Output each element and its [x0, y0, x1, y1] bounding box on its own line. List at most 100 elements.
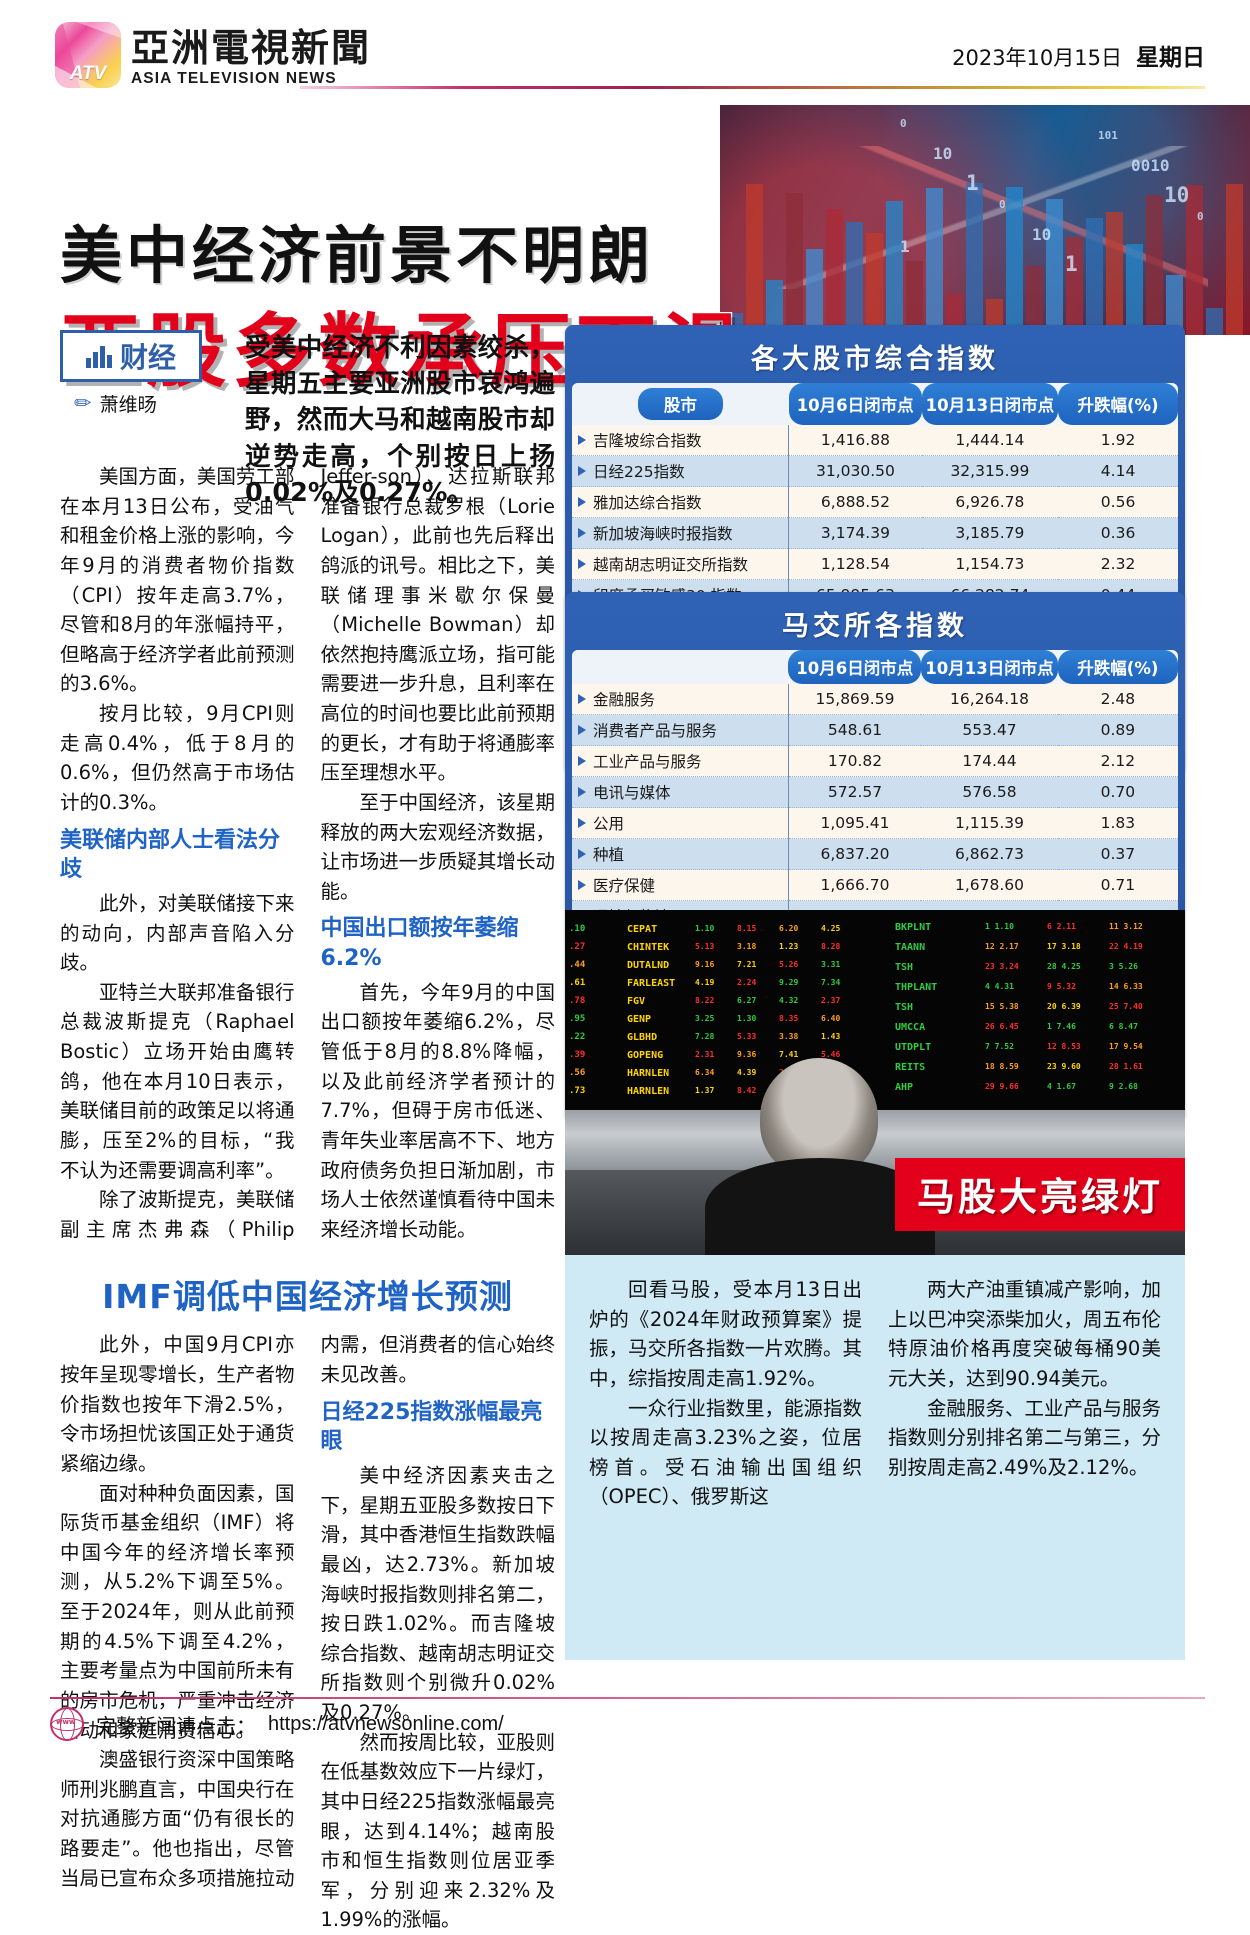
hero-bar	[886, 201, 903, 335]
bullet-arrow-icon	[578, 756, 586, 766]
section-heading-imf: IMF调低中国经济增长预测	[102, 1277, 513, 1317]
ticker-value: 17 9.54	[1109, 1042, 1143, 1051]
ticker-value: 26 6.45	[985, 1022, 1019, 1031]
ticker-value: 7.34	[821, 978, 841, 987]
ticker-value: .73	[569, 1086, 586, 1096]
ticker-value: 8.15	[737, 924, 757, 933]
row-value: 6,888.52	[788, 486, 922, 518]
row-value: 548.61	[787, 714, 922, 746]
footer-divider	[50, 1697, 1205, 1699]
article-paragraph: 按月比较，9月CPI则走高0.4%，低于8月的0.6%，但仍然高于市场估计的0.…	[60, 702, 295, 814]
ticker-value: 12 2.17	[985, 942, 1019, 951]
ticker-symbol: REITS	[895, 1062, 926, 1073]
ticker-symbol: UTDPLT	[895, 1042, 932, 1053]
ticker-value: 29 9.66	[985, 1082, 1019, 1091]
byline: ✏ 萧维旸	[60, 390, 555, 417]
masthead-divider	[300, 86, 1205, 89]
ticker-value: 6.40	[821, 1014, 841, 1023]
ticker-value: 1 7.46	[1047, 1022, 1076, 1031]
row-change-pct: 0.56	[1058, 486, 1178, 518]
row-change-pct: 2.48	[1057, 684, 1178, 715]
hero-bar	[746, 184, 763, 335]
ticker-value: 2.37	[821, 996, 841, 1005]
hero-background-image: 0 10 1 0 10 1 101 0010 10 0 1	[720, 105, 1250, 335]
article-lede: 受美中经济不利因素绞杀，星期五主要亚洲股市哀鸿遍野，然而大马和越南股市却逆势走高…	[245, 333, 555, 508]
ticker-value: 5.26	[779, 960, 799, 969]
date-text: 2023年10月15日	[952, 46, 1122, 70]
row-value: 1,444.14	[921, 425, 1059, 456]
category-badge[interactable]: 财经	[60, 330, 202, 382]
table-col-header: 升跌幅(%)	[1058, 383, 1178, 425]
ticker-value: 4.39	[737, 1068, 757, 1077]
article-paragraph: 美中经济因素夹击之下，星期五亚股多数按日下滑，其中香港恒生指数跌幅最凶，达2.7…	[320, 1464, 556, 1724]
article-subheading: 日经225指数涨幅最亮眼	[320, 1399, 543, 1455]
row-value: 6,926.78	[921, 486, 1059, 518]
hero-bar	[866, 232, 883, 335]
row-label: 雅加达综合指数	[572, 486, 789, 518]
ticker-value: 6.34	[695, 1068, 715, 1077]
row-label: 公用	[572, 807, 789, 839]
table-row: 种植 6,837.20 6,862.73 0.37	[572, 838, 1178, 870]
row-change-pct: 0.37	[1057, 838, 1178, 870]
ticker-value: 1 1.10	[985, 922, 1014, 931]
table-row: 金融服务 15,869.59 16,264.18 2.48	[572, 684, 1178, 715]
article-left-column: 财经 ✏ 萧维旸 受美中经济不利因素绞杀，星期五主要亚洲股市哀鸿遍野，然而大马和…	[60, 330, 555, 1935]
table-col-header: 10月6日闭市点	[788, 650, 922, 684]
ticker-value: 18 8.59	[985, 1062, 1019, 1071]
atv-logo-mark: ATV	[55, 22, 121, 88]
bullet-arrow-icon	[578, 559, 586, 569]
row-label: 种植	[572, 838, 789, 870]
row-value: 576.58	[921, 776, 1058, 808]
ticker-value: 1.30	[737, 1014, 757, 1023]
hero-bar	[946, 293, 963, 335]
pen-icon: ✏	[74, 392, 92, 415]
article-paragraph: 至于中国经济，该星期释放的两大宏观经济数据，让市场进一步质疑其增长动能。	[320, 790, 556, 903]
ticker-symbol: BKPLNT	[895, 922, 932, 933]
row-label: 日经225指数	[572, 455, 789, 487]
article-paragraph: 首先，今年9月的中国出口额按年萎缩6.2%，尽管低于8月的8.8%降幅，以及此前…	[320, 980, 556, 1241]
ticker-value: 14 6.33	[1109, 982, 1143, 991]
row-value: 1,095.41	[787, 807, 922, 839]
row-value: 15,869.59	[787, 684, 922, 715]
table-col-header: 升跌幅(%)	[1057, 650, 1178, 684]
bullet-arrow-icon	[578, 694, 586, 704]
ticker-symbol: TSH	[895, 962, 914, 973]
ticker-value: 1.37	[695, 1086, 715, 1095]
headline-line-1: 美中经济前景不明朗	[60, 219, 655, 292]
ticker-value: 1.43	[821, 1032, 841, 1041]
row-value: 16,264.18	[921, 684, 1058, 715]
ticker-value: .22	[569, 1032, 586, 1042]
ticker-value: 7.28	[695, 1032, 715, 1041]
bullet-arrow-icon	[578, 466, 586, 476]
hero-digit: 101	[1098, 129, 1118, 142]
hero-digit: 10	[1164, 183, 1190, 207]
hero-bar	[1006, 186, 1023, 335]
table-row: 新加坡海峡时报指数 3,174.39 3,185.79 0.36	[572, 517, 1178, 549]
footer-url[interactable]: https://atvnewsonline.com/	[268, 1712, 504, 1735]
table-col-header: 10月13日闭市点	[921, 650, 1058, 684]
hero-bar	[1226, 183, 1243, 335]
masthead-date: 2023年10月15日 星期日	[952, 38, 1205, 72]
ticker-symbol: TAANN	[895, 942, 926, 953]
row-label: 吉隆坡综合指数	[572, 425, 789, 456]
row-change-pct: 0.71	[1057, 869, 1178, 901]
row-value: 572.57	[787, 776, 922, 808]
ticker-value: 9.16	[695, 960, 715, 969]
table-col-header: 10月13日闭市点	[921, 383, 1059, 425]
table-row: 公用 1,095.41 1,115.39 1.83	[572, 807, 1178, 839]
bullet-arrow-icon	[578, 849, 586, 859]
row-value: 1,154.73	[921, 548, 1059, 580]
table-row: 雅加达综合指数 6,888.52 6,926.78 0.56	[572, 486, 1178, 518]
site-logo[interactable]: ATV 亞洲電視新聞 ASIA TELEVISION NEWS	[55, 22, 371, 88]
author-name: 萧维旸	[99, 394, 157, 416]
ticker-value: 4.32	[779, 996, 799, 1005]
ticker-value: 25 7.40	[1109, 1002, 1143, 1011]
ticker-symbol: THPLANT	[895, 982, 938, 993]
ticker-value: 22 4.19	[1109, 942, 1143, 951]
ticker-value: 28 4.25	[1047, 962, 1081, 971]
table-row: 吉隆坡综合指数 1,416.88 1,444.14 1.92	[572, 425, 1178, 456]
footer[interactable]: www 完整新闻请点击： https://atvnewsonline.com/	[50, 1707, 504, 1741]
row-value: 1,416.88	[788, 425, 922, 456]
ticker-symbol: DUTALND	[627, 960, 670, 971]
ticker-value: 6.27	[737, 996, 757, 1005]
